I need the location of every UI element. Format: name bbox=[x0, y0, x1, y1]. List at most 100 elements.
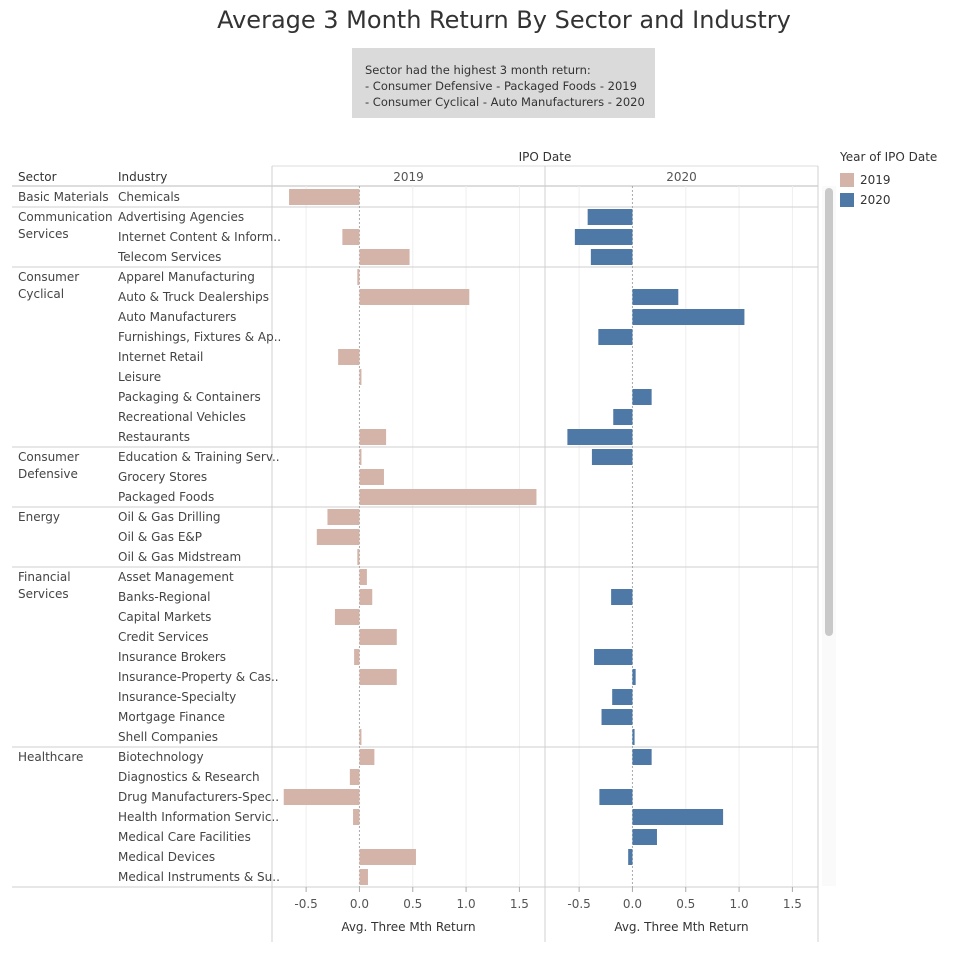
legend: Year of IPO Date 2019 2020 bbox=[840, 150, 937, 210]
industry-label: Drug Manufacturers-Spec.. bbox=[118, 790, 279, 804]
x-tick-label: 1.5 bbox=[783, 897, 802, 911]
bar-2020 bbox=[632, 729, 635, 745]
bar-2019 bbox=[359, 749, 375, 765]
bar-2019 bbox=[338, 349, 360, 365]
bar-2020 bbox=[574, 229, 633, 245]
industry-label: Oil & Gas E&P bbox=[118, 530, 202, 544]
bar-2019 bbox=[359, 449, 362, 465]
x-axis-label: Avg. Three Mth Return bbox=[614, 920, 748, 934]
bar-2020 bbox=[632, 669, 636, 685]
bar-2020 bbox=[598, 329, 633, 345]
legend-item-2020[interactable]: 2020 bbox=[840, 190, 937, 210]
industry-label: Leisure bbox=[118, 370, 161, 384]
industry-label: Medical Care Facilities bbox=[118, 830, 251, 844]
bar-2019 bbox=[316, 529, 360, 545]
sector-label: Services bbox=[18, 227, 69, 241]
sector-label: Services bbox=[18, 587, 69, 601]
x-tick-label: 1.5 bbox=[510, 897, 529, 911]
industry-label: Apparel Manufacturing bbox=[118, 270, 255, 284]
legend-swatch-2019 bbox=[840, 173, 854, 187]
bar-2019 bbox=[359, 869, 368, 885]
bar-2020 bbox=[594, 649, 633, 665]
x-tick-label: 1.0 bbox=[730, 897, 749, 911]
industry-label: Medical Devices bbox=[118, 850, 215, 864]
bar-2020 bbox=[628, 849, 633, 865]
bar-2019 bbox=[359, 489, 537, 505]
bar-2020 bbox=[632, 289, 679, 305]
x-tick-label: 0.5 bbox=[676, 897, 695, 911]
sector-label: Defensive bbox=[18, 467, 78, 481]
industry-label: Medical Instruments & Su.. bbox=[118, 870, 280, 884]
x-tick-label: 0.5 bbox=[403, 897, 422, 911]
bar-2019 bbox=[359, 249, 410, 265]
bar-2020 bbox=[632, 809, 724, 825]
legend-item-2019[interactable]: 2019 bbox=[840, 170, 937, 190]
industry-label: Internet Content & Inform.. bbox=[118, 230, 281, 244]
bar-2019 bbox=[349, 769, 360, 785]
panel-header-2019: 2019 bbox=[393, 170, 424, 184]
bar-chart: IPO Date Sector Industry 2019 2020 Basic Mate… bbox=[12, 150, 819, 942]
bar-2020 bbox=[599, 789, 633, 805]
legend-title: Year of IPO Date bbox=[840, 150, 938, 164]
industry-label: Advertising Agencies bbox=[118, 210, 244, 224]
bar-2019 bbox=[359, 469, 384, 485]
scrollbar-thumb[interactable] bbox=[825, 188, 833, 636]
sector-label: Cyclical bbox=[18, 287, 64, 301]
industry-label: Shell Companies bbox=[118, 730, 218, 744]
bar-2019 bbox=[359, 629, 397, 645]
legend-label-2020: 2020 bbox=[860, 193, 891, 207]
industry-label: Insurance-Property & Cas.. bbox=[118, 670, 279, 684]
bar-2019 bbox=[359, 849, 416, 865]
x-axis-label: Avg. Three Mth Return bbox=[341, 920, 475, 934]
sector-label: Communication bbox=[18, 210, 113, 224]
bar-2019 bbox=[359, 589, 373, 605]
industry-label: Grocery Stores bbox=[118, 470, 207, 484]
bar-2020 bbox=[632, 309, 745, 325]
industry-label: Oil & Gas Drilling bbox=[118, 510, 221, 524]
industry-label: Credit Services bbox=[118, 630, 209, 644]
industry-label: Insurance Brokers bbox=[118, 650, 226, 664]
bar-2019 bbox=[357, 549, 360, 565]
bar-2019 bbox=[357, 269, 360, 285]
x-tick-label: 1.0 bbox=[457, 897, 476, 911]
bar-2020 bbox=[632, 749, 652, 765]
industry-label: Education & Training Serv.. bbox=[118, 450, 280, 464]
bar-2020 bbox=[612, 689, 633, 705]
bar-2019 bbox=[359, 369, 362, 385]
industry-label: Packaging & Containers bbox=[118, 390, 261, 404]
industry-label: Diagnostics & Research bbox=[118, 770, 260, 784]
annotation-line: Sector had the highest 3 month return: bbox=[365, 63, 591, 77]
sector-label: Consumer bbox=[18, 270, 79, 284]
row-header-industry: Industry bbox=[118, 170, 167, 184]
x-tick-label: 0.0 bbox=[350, 897, 369, 911]
x-tick-label: 0.0 bbox=[623, 897, 642, 911]
sector-label: Energy bbox=[18, 510, 60, 524]
bar-2020 bbox=[632, 829, 657, 845]
bar-2019 bbox=[327, 509, 360, 525]
industry-label: Oil & Gas Midstream bbox=[118, 550, 241, 564]
industry-label: Auto Manufacturers bbox=[118, 310, 236, 324]
industry-label: Furnishings, Fixtures & Ap.. bbox=[118, 330, 281, 344]
panel-header-2020: 2020 bbox=[666, 170, 697, 184]
bar-2019 bbox=[359, 729, 362, 745]
industry-label: Auto & Truck Dealerships bbox=[118, 290, 269, 304]
bar-2019 bbox=[359, 669, 397, 685]
legend-label-2019: 2019 bbox=[860, 173, 891, 187]
bar-2020 bbox=[587, 209, 633, 225]
annotation-line: - Consumer Defensive - Packaged Foods - … bbox=[365, 79, 637, 93]
bar-2020 bbox=[590, 249, 633, 265]
annotation-line: - Consumer Cyclical - Auto Manufacturers… bbox=[365, 95, 645, 109]
legend-swatch-2020 bbox=[840, 193, 854, 207]
industry-label: Mortgage Finance bbox=[118, 710, 225, 724]
industry-label: Health Information Servic.. bbox=[118, 810, 279, 824]
sector-label: Consumer bbox=[18, 450, 79, 464]
industry-label: Biotechnology bbox=[118, 750, 204, 764]
x-tick-label: -0.5 bbox=[294, 897, 317, 911]
industry-label: Banks-Regional bbox=[118, 590, 211, 604]
annotation-box: Sector had the highest 3 month return: -… bbox=[352, 48, 655, 118]
row-header-sector: Sector bbox=[18, 170, 57, 184]
bar-2019 bbox=[342, 229, 360, 245]
bar-2019 bbox=[289, 189, 360, 205]
bar-2020 bbox=[601, 709, 633, 725]
bar-2019 bbox=[359, 429, 387, 445]
